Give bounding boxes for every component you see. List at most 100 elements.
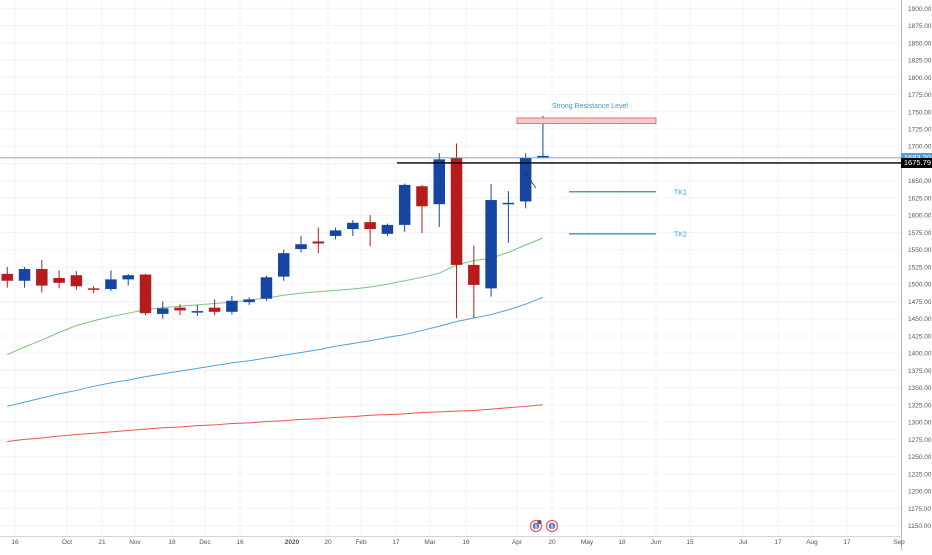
candle-body: [312, 241, 325, 244]
price-axis[interactable]: 1900.00 1875.00 1850.00 1825.00 1800.00 1775.…: [901, 0, 932, 550]
price-tick-label: 1150.00: [908, 523, 931, 530]
moving-average-line: [7, 404, 543, 442]
candle: [398, 183, 411, 232]
resistance-zone-label: Strong Resistance Level: [552, 103, 628, 110]
time-tick-label: 20: [548, 539, 556, 546]
time-tick-label: 17: [774, 539, 782, 546]
level-price-tag: 1675.79: [901, 157, 932, 168]
candle: [174, 304, 186, 316]
candle: [468, 245, 480, 319]
time-tick-label: 18: [168, 539, 176, 546]
price-tick-label: 1525.00: [908, 264, 932, 271]
svg-text:$: $: [550, 525, 553, 531]
candle-body: [191, 311, 204, 313]
price-tick-label: 1600.00: [908, 213, 932, 220]
candle: [295, 235, 307, 253]
time-tick-label: Sep: [893, 539, 905, 546]
candle: [485, 184, 497, 297]
candle-body: [208, 307, 221, 312]
last-price-tag: 1683.20: [901, 152, 932, 163]
candle: [329, 227, 342, 240]
time-tick-label: 2020: [285, 539, 300, 546]
candle-body: [485, 200, 497, 289]
price-tick-label: 1625.00: [908, 195, 932, 202]
moving-average-line: [7, 296, 544, 407]
grid: [0, 0, 901, 536]
price-tick-label: 1875.00: [908, 23, 932, 30]
price-tick-label: 1325.00: [908, 402, 932, 409]
candle: [519, 153, 532, 209]
price-tick-label: 1375.00: [908, 368, 932, 375]
candle-body: [519, 157, 532, 202]
candle: [260, 275, 273, 301]
time-tick-label: Apr: [512, 539, 523, 546]
candle: [364, 215, 376, 247]
price-tick-label: 1850.00: [908, 40, 932, 47]
time-tick-label: 20: [324, 539, 332, 546]
candle: [157, 301, 169, 319]
time-tick-label: 16: [11, 539, 19, 546]
us-event-icon[interactable]: $: [545, 519, 559, 533]
candle: [502, 191, 515, 243]
candles: [1, 115, 549, 319]
price-tick-label: 1900.00: [908, 6, 932, 13]
time-axis[interactable]: 16 Oct 21 Nov 18 Dec 16 2020 20 Feb 17 Mar 16 Apr 20 Ma…: [0, 536, 905, 547]
price-tick-label: 1500.00: [908, 282, 932, 289]
price-tick-label: 1425.00: [908, 333, 932, 340]
time-tick-label: 17: [392, 539, 400, 546]
candle: [139, 273, 152, 316]
candle-body: [87, 288, 100, 290]
event-markers[interactable]: $ $: [529, 519, 559, 533]
price-tick-label: 1650.00: [908, 178, 932, 185]
time-tick-label: Nov: [129, 539, 141, 546]
price-tick-label: 1200.00: [908, 489, 932, 496]
time-tick-label: 16: [462, 539, 470, 546]
candle-body: [36, 269, 48, 286]
time-tick-label: 16: [236, 539, 244, 546]
candle-body: [433, 159, 445, 205]
candle: [243, 297, 255, 305]
price-tick-label: 1750.00: [908, 109, 932, 116]
candle-body: [329, 230, 342, 236]
candle-body: [139, 274, 152, 314]
candle-body: [416, 186, 428, 207]
candle: [18, 266, 31, 288]
us-event-icon[interactable]: $: [529, 519, 543, 533]
projection-arrow: [524, 172, 537, 189]
svg-text:$: $: [534, 525, 537, 531]
resistance-zone: [516, 117, 657, 124]
time-tick-label: Jul: [739, 539, 748, 546]
candle-body: [450, 157, 463, 265]
candle-body: [53, 278, 65, 283]
candle: [191, 304, 204, 316]
price-tick-label: 1400.00: [908, 351, 932, 358]
time-tick-label: Dec: [199, 539, 211, 546]
price-tick-label: 1700.00: [908, 144, 932, 151]
candle-body: [277, 253, 290, 277]
annotations: Strong Resistance Level TK1 TK2: [0, 103, 901, 238]
candle-body: [260, 277, 273, 299]
time-tick-label: 21: [98, 539, 106, 546]
price-tick-label: 1475.00: [908, 299, 932, 306]
moving-average-line: [7, 237, 544, 356]
candle-body: [295, 244, 307, 250]
price-tick-label: 1225.00: [908, 471, 932, 478]
price-tick-label: 1275.00: [908, 437, 932, 444]
candle: [347, 220, 359, 236]
candle: [450, 143, 463, 319]
candle: [70, 271, 83, 290]
candle: [105, 270, 117, 292]
candle-body: [381, 224, 394, 234]
candle: [1, 266, 13, 288]
candle: [381, 223, 394, 236]
price-tick-label: 1350.00: [908, 385, 932, 392]
time-tick-label: Feb: [355, 539, 367, 546]
candle: [53, 270, 65, 289]
time-tick-label: 15: [686, 539, 694, 546]
candle-body: [347, 222, 359, 230]
time-tick-label: Mar: [424, 539, 436, 546]
price-tick-label: 1250.00: [908, 454, 932, 461]
target-label: TK2: [674, 231, 687, 238]
